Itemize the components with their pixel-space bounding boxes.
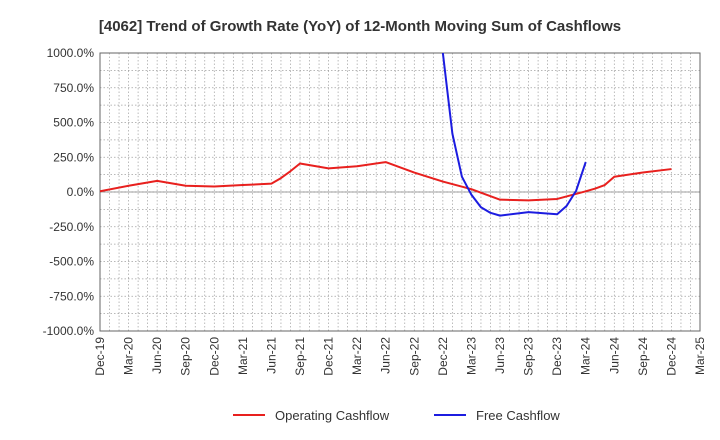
x-tick-label: Mar-22 xyxy=(350,337,364,375)
plot-frame xyxy=(99,52,701,332)
y-tick-label: 250.0% xyxy=(53,150,94,164)
y-tick-label: 750.0% xyxy=(53,81,94,95)
y-tick-label: 0.0% xyxy=(67,185,95,199)
y-tick-label: -500.0% xyxy=(49,255,94,269)
legend-label-operating-cashflow: Operating Cashflow xyxy=(275,408,390,423)
x-tick-label: Dec-21 xyxy=(322,337,336,376)
legend: Operating Cashflow Free Cashflow xyxy=(233,408,560,423)
x-tick-label: Sep-22 xyxy=(407,337,421,376)
x-tick-label: Jun-21 xyxy=(264,337,278,374)
x-tick-label: Mar-25 xyxy=(693,337,707,375)
axes: 1000.0% 750.0% 500.0% 250.0% 0.0% -250.0% -500… xyxy=(43,46,707,376)
x-tick-label: Dec-20 xyxy=(207,337,221,376)
x-tick-label: Jun-24 xyxy=(607,337,621,374)
x-tick-label: Sep-24 xyxy=(636,337,650,376)
x-tick-label: Mar-21 xyxy=(236,337,250,375)
x-tick-label: Mar-23 xyxy=(464,337,478,375)
y-tick-label: -250.0% xyxy=(49,220,94,234)
x-tick-label: Jun-23 xyxy=(493,337,507,374)
grid xyxy=(99,52,701,332)
series-lines xyxy=(100,53,672,217)
x-tick-label: Sep-21 xyxy=(293,337,307,376)
series-line-free-cashflow xyxy=(441,53,587,217)
x-tick-label: Dec-22 xyxy=(436,337,450,376)
x-tick-label: Sep-20 xyxy=(179,337,193,376)
y-tick-label: -750.0% xyxy=(49,289,94,303)
x-tick-label: Dec-23 xyxy=(550,337,564,376)
series-line-operating-cashflow xyxy=(100,161,672,202)
legend-label-free-cashflow: Free Cashflow xyxy=(476,408,560,423)
y-tick-label: -1000.0% xyxy=(43,324,95,338)
x-tick-label: Jun-20 xyxy=(150,337,164,374)
x-tick-label: Jun-22 xyxy=(379,337,393,374)
chart-title: [4062] Trend of Growth Rate (YoY) of 12-… xyxy=(99,18,621,35)
y-tick-label: 1000.0% xyxy=(47,46,95,60)
y-tick-label: 500.0% xyxy=(53,116,94,130)
x-tick-label: Mar-24 xyxy=(579,337,593,375)
x-tick-label: Dec-19 xyxy=(93,337,107,376)
x-tick-label: Mar-20 xyxy=(122,337,136,375)
x-tick-label: Dec-24 xyxy=(664,337,678,376)
x-tick-label: Sep-23 xyxy=(522,337,536,376)
